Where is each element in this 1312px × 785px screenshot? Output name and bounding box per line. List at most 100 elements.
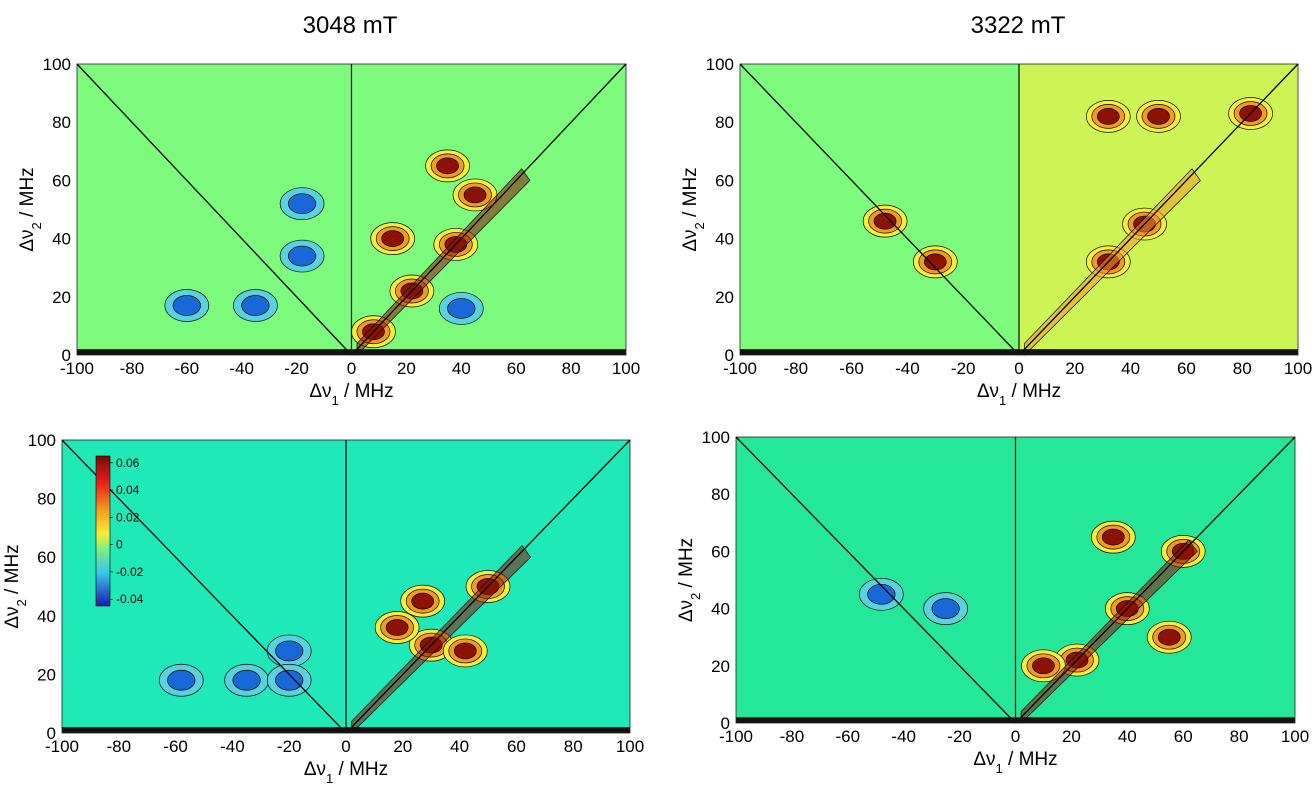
x-tick-minus100: -100 [60,359,94,378]
peak-6 [1146,620,1192,654]
x-axis-label: Δν1 / MHz [304,759,388,785]
peak-10 [164,289,210,322]
peak-contour [167,669,196,691]
peak-4 [370,222,416,255]
x-tick-minus40: -40 [220,737,245,756]
baseline-band [77,349,626,355]
diagonal-ridge [1020,539,1198,724]
peak-contour [1147,108,1170,125]
y-tick-60: 60 [715,171,734,190]
x-tick-40: 40 [1121,359,1140,378]
x-tick-minus40: -40 [229,359,254,378]
x-tick-100: 100 [612,359,640,378]
x-tick-minus20: -20 [951,359,976,378]
peak-contour [287,245,317,267]
x-tick-minus60: -60 [836,727,861,746]
x-tick-minus40: -40 [891,727,916,746]
x-tick-minus80: -80 [780,727,805,746]
x-tick-20: 20 [393,737,412,756]
y-axis-label: Δν2 / MHz [676,538,703,622]
y-tick-0: 0 [721,714,730,733]
contour-plot-3322-top: -100 -80 -60 -40 -20 0 20 40 60 80 100 0 20 40 60 80 100… [680,55,1312,408]
peak-contour [931,598,960,619]
x-tick-80: 80 [564,737,583,756]
colorbar-gradient [95,455,111,607]
peak-contour [411,592,435,610]
x-tick-20: 20 [1062,727,1081,746]
baseline-band [736,717,1295,723]
y-tick-100: 100 [43,55,71,74]
colorbar-label: 0.02 [116,510,140,524]
y-tick-100: 100 [28,431,56,450]
y-tick-60: 60 [711,542,730,561]
colorbar-label: -0.04 [116,592,144,606]
diagonal-line [1018,63,1299,356]
x-tick-80: 80 [562,359,581,378]
x-tick-0: 0 [1014,359,1023,378]
diagonal-line [345,439,631,734]
y-tick-40: 40 [52,230,71,249]
y-axis-label: Δν2 / MHz [680,167,707,251]
peak-9 [266,663,312,697]
peak-8 [266,634,312,668]
colorbar: 0.06 0.04 0.02 0 -0.02 -0.04 [95,455,144,607]
y-tick-100: 100 [702,428,730,447]
peak-4 [1136,100,1181,133]
peak-3 [400,584,446,618]
y-tick-100: 100 [706,55,734,74]
x-tick-100: 100 [616,737,644,756]
y-tick-0: 0 [47,724,56,743]
x-tick-minus20: -20 [284,359,309,378]
y-tick-0: 0 [62,346,71,365]
y-tick-80: 80 [711,485,730,504]
peak-4 [374,611,420,644]
contour-plot-3322-bottom: -100 -80 -60 -40 -20 0 20 40 60 80 100 0 20 40 60 80 100… [676,428,1309,776]
colorbar-label: -0.02 [116,565,144,579]
peak-contour [275,640,304,662]
y-axis-label: Δν2 / MHz [17,167,44,251]
x-tick-minus100: -100 [723,359,757,378]
peak-7 [858,577,904,611]
peak-contour [873,212,897,230]
x-tick-minus80: -80 [784,359,809,378]
colorbar-label: 0.06 [116,456,140,470]
x-tick-80: 80 [1233,359,1252,378]
x-tick-0: 0 [341,737,350,756]
peak-7 [862,204,908,238]
peak-contour [172,295,201,316]
peak-5 [442,634,488,668]
peak-contour [447,298,476,319]
diagonal-line [1015,436,1296,724]
peak-contour [381,230,405,247]
peak-contour [1157,628,1181,646]
y-tick-20: 20 [715,288,734,307]
peak-contour [385,619,409,636]
x-tick-minus60: -60 [839,359,864,378]
peak-9 [233,289,278,322]
y-tick-20: 20 [37,665,56,684]
anti-diagonal-line [739,63,1020,356]
peak-6 [912,245,958,279]
plot-frame [61,439,631,734]
peak-contour [436,157,459,175]
x-tick-minus20: -20 [277,737,302,756]
peak-3 [1085,100,1131,133]
peak-5 [1090,520,1136,554]
title-3048: 3048 mT [303,12,398,39]
y-tick-80: 80 [52,113,71,132]
peak-7 [224,663,269,697]
y-axis-label: Δν2 / MHz [2,544,29,628]
contour-plot-3048-top: -100 -80 -60 -40 -20 0 20 40 60 80 100 0 20 40 60 80 100… [17,55,640,408]
x-tick-60: 60 [507,737,526,756]
y-tick-60: 60 [52,171,71,190]
x-tick-0: 0 [1011,727,1020,746]
plot-frame [739,63,1299,356]
anti-diagonal-line [735,436,1016,724]
y-tick-80: 80 [37,490,56,509]
peak-contour [453,642,477,660]
plot-frame [76,63,627,356]
peak-contour [867,583,896,605]
x-tick-0: 0 [347,359,356,378]
y-tick-20: 20 [711,657,730,676]
peak-11 [438,292,484,325]
